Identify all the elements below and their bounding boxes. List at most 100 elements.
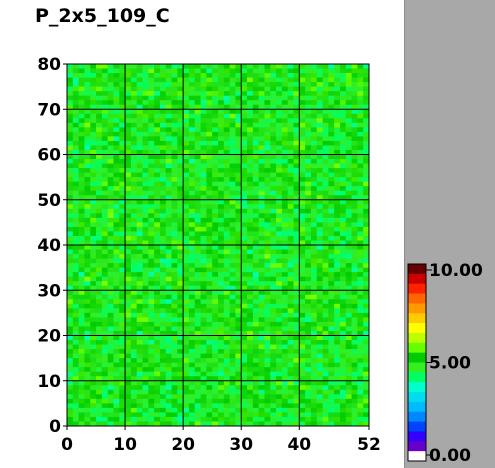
heatmap-cell (177, 349, 184, 355)
heatmap-cell (363, 294, 370, 300)
heatmap-cell (113, 249, 120, 255)
heatmap-cell (345, 421, 352, 427)
heatmap-cell (223, 240, 231, 246)
heatmap-cell (235, 231, 242, 237)
heatmap-cell (241, 267, 248, 273)
heatmap-cell (270, 240, 277, 246)
heatmap-cell (171, 258, 178, 264)
heatmap-cell (351, 213, 358, 219)
heatmap-cell (200, 407, 207, 413)
heatmap-cell (235, 109, 242, 115)
heatmap-cell (252, 416, 260, 422)
heatmap-cell (299, 154, 306, 160)
heatmap-cell (241, 95, 248, 101)
heatmap-cell (72, 127, 80, 133)
heatmap-cell (177, 245, 184, 250)
heatmap-cell (200, 394, 207, 400)
heatmap-cell (107, 349, 114, 355)
heatmap-cell (72, 362, 80, 368)
heatmap-cell (328, 77, 335, 83)
heatmap-cell (316, 294, 323, 300)
heatmap-cell (113, 412, 120, 418)
heatmap-cell (293, 240, 300, 246)
heatmap-cell (119, 380, 126, 386)
heatmap-cell (171, 317, 178, 323)
heatmap-cell (119, 245, 126, 250)
heatmap-cell (148, 181, 155, 187)
heatmap-cell (293, 312, 300, 318)
heatmap-cell (270, 312, 277, 318)
heatmap-cell (310, 421, 318, 427)
heatmap-cell (339, 258, 347, 264)
heatmap-cell (165, 131, 172, 137)
heatmap-cell (258, 380, 265, 386)
heatmap-cell (223, 416, 231, 422)
heatmap-cell (270, 276, 277, 282)
heatmap-cell (148, 149, 155, 155)
heatmap-cell (281, 73, 289, 78)
heatmap-cell (264, 159, 271, 164)
heatmap-cell (316, 100, 323, 106)
heatmap-cell (339, 312, 347, 318)
heatmap-cell (84, 140, 91, 146)
heatmap-cell (316, 86, 323, 92)
heatmap-cell (72, 213, 80, 219)
heatmap-cell (212, 231, 219, 237)
heatmap-cell (276, 371, 283, 377)
heatmap-cell (96, 267, 103, 273)
heatmap-cell (72, 263, 80, 269)
heatmap-cell (96, 217, 103, 223)
heatmap-cell (235, 312, 242, 318)
heatmap-cell (194, 326, 201, 332)
heatmap-cell (281, 380, 289, 386)
heatmap-cell (310, 149, 318, 155)
heatmap-cell (96, 136, 103, 142)
heatmap-cell (177, 217, 184, 223)
heatmap-cell (96, 281, 103, 287)
heatmap-cell (96, 163, 103, 169)
heatmap-cell (247, 290, 254, 296)
heatmap-cell (345, 159, 352, 164)
heatmap-cell (78, 231, 85, 237)
heatmap-cell (241, 118, 248, 124)
heatmap-cell (206, 136, 213, 142)
heatmap-cell (159, 245, 167, 250)
heatmap-cell (171, 213, 178, 219)
heatmap-cell (90, 140, 97, 146)
heatmap-cell (159, 290, 167, 296)
heatmap-cell (130, 290, 138, 296)
heatmap-cell (107, 344, 114, 350)
heatmap-cell (84, 82, 91, 88)
heatmap-cell (287, 276, 294, 282)
heatmap-cell (194, 254, 201, 259)
heatmap-cell (206, 226, 213, 232)
heatmap-cell (200, 217, 207, 223)
heatmap-cell (241, 163, 248, 169)
heatmap-cell (310, 371, 318, 377)
heatmap-cell (293, 172, 300, 178)
heatmap-cell (171, 104, 178, 110)
heatmap-cell (334, 407, 341, 413)
heatmap-cell (188, 258, 196, 264)
heatmap-cell (188, 312, 196, 318)
heatmap-cell (194, 100, 201, 106)
heatmap-cell (281, 104, 289, 110)
heatmap-cell (212, 204, 219, 210)
heatmap-cell (334, 190, 341, 196)
heatmap-cell (218, 95, 225, 101)
heatmap-cell (252, 353, 260, 359)
heatmap-cell (165, 122, 172, 128)
heatmap-cell (130, 104, 138, 110)
heatmap-cell (235, 376, 242, 382)
heatmap-cell (78, 186, 85, 192)
heatmap-cell (206, 416, 213, 422)
heatmap-cell (293, 68, 300, 74)
heatmap-cell (276, 104, 283, 110)
heatmap-cell (247, 231, 254, 237)
heatmap-cell (218, 380, 225, 386)
heatmap-cell (218, 389, 225, 395)
heatmap-cell (252, 344, 260, 350)
heatmap-cell (287, 290, 294, 296)
heatmap-cell (264, 145, 271, 151)
heatmap-cell (363, 199, 370, 205)
